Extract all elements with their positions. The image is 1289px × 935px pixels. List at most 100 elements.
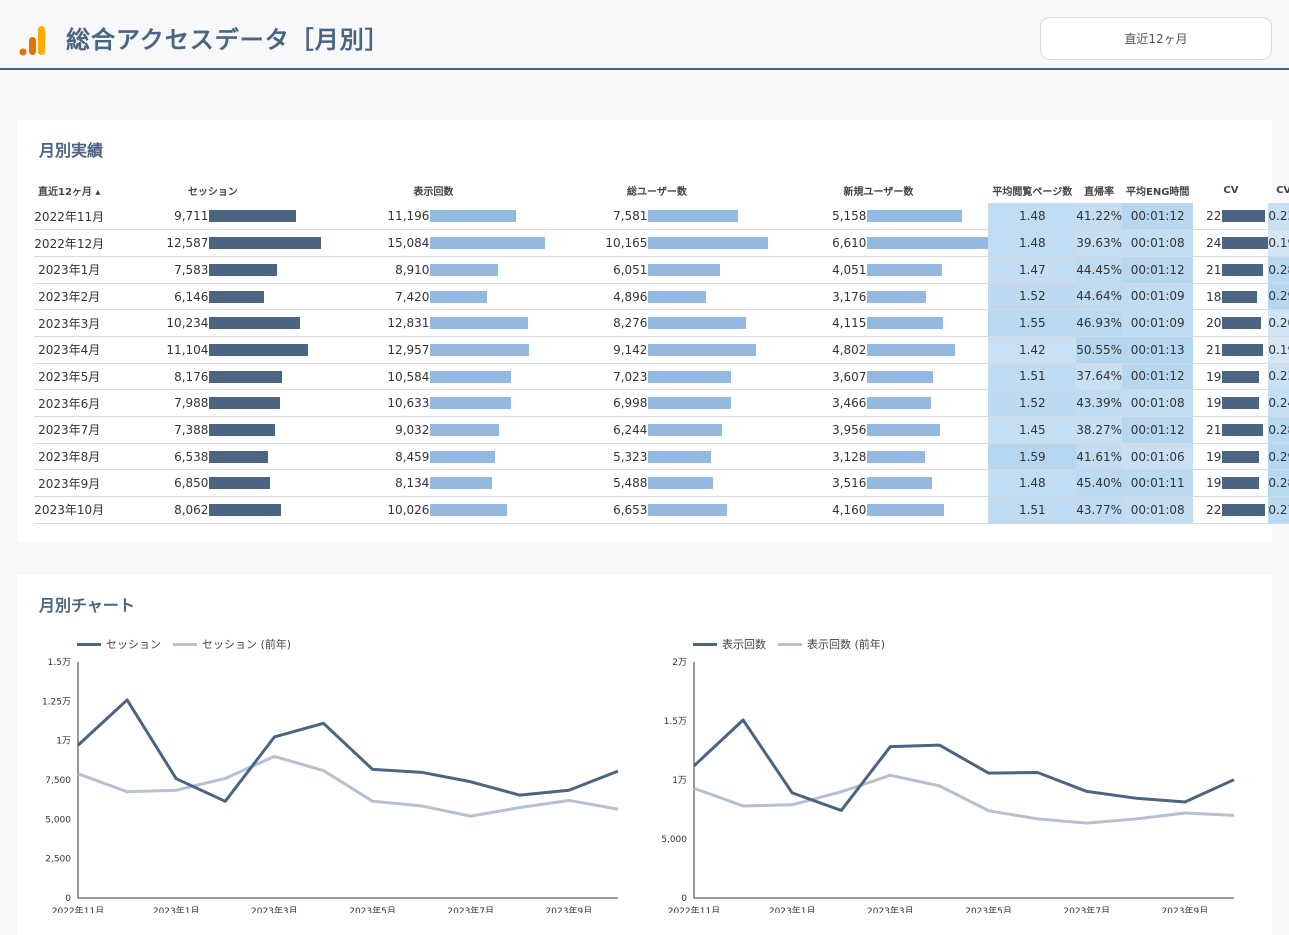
column-header[interactable]: 総ユーザー数 — [627, 187, 687, 198]
bar-cell: 6,146 — [104, 283, 322, 311]
value-bar — [430, 210, 516, 223]
x-tick-label: 2022年11月 — [668, 905, 720, 913]
heatmap-cell: 46.93% — [1076, 309, 1122, 337]
series-line-current[interactable] — [692, 718, 1235, 812]
cell-value: 21 — [1206, 343, 1222, 358]
value-bar — [430, 370, 512, 383]
month-cell: 2023年1月 — [34, 256, 105, 284]
legend-label: 表示回数 — [722, 638, 766, 651]
heatmap-cell: 00:01:12 — [1122, 256, 1194, 284]
value-bar — [867, 477, 932, 490]
bar-cell: 7,420 — [321, 283, 546, 311]
table-row[interactable]: 2023年2月 6,146 7,420 4,896 3,176 1.52 44.64% 00:… — [34, 283, 1289, 311]
table-row[interactable]: 2023年6月 7,988 10,633 6,998 3,466 1.52 43.39% 00… — [34, 389, 1289, 417]
cell-value: 11,196 — [387, 209, 430, 224]
series-line-current[interactable] — [76, 698, 619, 803]
bar-cell: 8,459 — [321, 443, 546, 471]
bar-cell: 9,032 — [321, 416, 546, 444]
monthly-chart-title: 月別チャート — [39, 596, 135, 615]
column-header[interactable]: 新規ユーザー数 — [843, 187, 914, 198]
legend-label: 表示回数 (前年) — [807, 638, 886, 651]
cell-value: 19 — [1206, 476, 1222, 491]
table-row[interactable]: 2022年11月 9,711 11,196 7,581 5,158 1.48 41.22% 0… — [34, 203, 1289, 231]
table-row[interactable]: 2023年8月 6,538 8,459 5,323 3,128 1.59 41.61% 00:… — [34, 443, 1289, 471]
y-tick-label: 7,500 — [45, 776, 71, 786]
cell-value: 12,831 — [387, 316, 430, 331]
column-header[interactable]: 表示回数 — [413, 187, 454, 198]
column-header[interactable]: セッション — [187, 187, 238, 198]
x-tick-label: 2023年7月 — [447, 905, 494, 913]
value-bar — [867, 370, 934, 383]
value-bar — [648, 344, 757, 357]
value-bar — [1222, 317, 1261, 330]
bar-cell: 6,051 — [545, 256, 769, 284]
heatmap-cell: 1.45 — [988, 416, 1077, 444]
value-bar — [1222, 344, 1263, 357]
table-row[interactable]: 2023年3月 10,234 12,831 8,276 4,115 1.55 46.93% 0… — [34, 309, 1289, 337]
cell-value: 6,610 — [832, 236, 867, 251]
value-bar — [867, 210, 962, 223]
y-tick-label: 2万 — [672, 658, 687, 668]
table-row[interactable]: 2023年10月 8,062 10,026 6,653 4,160 1.51 43.77% 0… — [34, 496, 1289, 524]
cell-value: 6,850 — [174, 476, 209, 491]
legend-item: 表示回数 (前年) — [778, 636, 885, 652]
cell-value: 20 — [1206, 316, 1222, 331]
column-header[interactable]: 直帰率 — [1084, 187, 1115, 198]
cell-value: 6,146 — [174, 289, 209, 304]
heatmap-cell: 0.20% — [1268, 309, 1289, 337]
cell-value: 4,115 — [832, 316, 867, 331]
value-bar — [1222, 237, 1269, 250]
heatmap-cell: 1.52 — [988, 389, 1077, 417]
column-header[interactable]: 直近12ヶ月 ▴ — [38, 187, 101, 198]
column-header[interactable]: CV — [1223, 185, 1239, 196]
heatmap-cell: 1.48 — [988, 229, 1077, 257]
table-row[interactable]: 2023年1月 7,583 8,910 6,051 4,051 1.47 44.45% 00:… — [34, 256, 1289, 284]
bar-cell: 3,466 — [768, 389, 989, 417]
bar-cell: 11,104 — [104, 336, 322, 364]
series-line-previous-year[interactable] — [77, 754, 619, 818]
value-bar — [209, 504, 282, 517]
cell-value: 21 — [1206, 423, 1222, 438]
bar-cell: 3,607 — [768, 363, 989, 391]
heatmap-cell: 38.27% — [1076, 416, 1122, 444]
bar-cell: 3,128 — [768, 443, 989, 471]
value-bar — [867, 397, 931, 410]
value-bar — [648, 290, 707, 303]
y-tick-label: 1万 — [672, 776, 687, 786]
column-header[interactable]: 平均ENG時間 — [1126, 187, 1190, 198]
table-row[interactable]: 2022年12月 12,587 15,084 10,165 6,610 1.48 39.63… — [34, 229, 1289, 257]
bar-cell: 4,115 — [768, 309, 989, 337]
heatmap-cell: 1.52 — [988, 283, 1077, 311]
table-row[interactable]: 2023年9月 6,850 8,134 5,488 3,516 1.48 45.40% 00:… — [34, 469, 1289, 498]
x-tick-label: 2023年7月 — [1063, 905, 1110, 913]
column-header[interactable]: CVR — [1276, 185, 1289, 196]
table-row[interactable]: 2023年7月 7,388 9,032 6,244 3,956 1.45 38.27% 00:… — [34, 416, 1289, 444]
bar-cell: 22 — [1193, 496, 1269, 524]
value-bar — [1222, 477, 1259, 490]
series-line-previous-year[interactable] — [693, 773, 1235, 825]
y-tick-label: 2,500 — [45, 855, 71, 865]
bar-cell: 4,160 — [768, 496, 989, 524]
table-row[interactable]: 2023年5月 8,176 10,584 7,023 3,607 1.51 37.64% 00… — [34, 363, 1289, 391]
month-cell: 2023年8月 — [34, 443, 105, 471]
cell-value: 8,910 — [395, 262, 430, 277]
heatmap-cell: 00:01:08 — [1122, 229, 1194, 257]
bar-cell: 3,516 — [768, 469, 989, 498]
date-range-selector[interactable]: 直近12ヶ月 — [1040, 17, 1272, 60]
value-bar — [1222, 504, 1265, 517]
sessions-line-chart: 0 2,500 5,000 7,500 1万 1.25万 1.5万 2022年11月 2023年… — [42, 658, 619, 913]
bar-cell: 6,538 — [104, 443, 322, 471]
column-header[interactable]: 平均閲覧ページ数 — [992, 187, 1073, 198]
bar-cell: 18 — [1193, 283, 1269, 311]
x-tick-label: 2023年1月 — [153, 905, 200, 913]
x-tick-label: 2023年9月 — [546, 905, 593, 913]
bar-cell: 20 — [1193, 309, 1269, 337]
heatmap-cell: 44.64% — [1076, 283, 1122, 311]
heatmap-cell: 0.29% — [1268, 283, 1289, 311]
bar-cell: 6,850 — [104, 469, 322, 498]
bar-cell: 6,610 — [768, 229, 989, 257]
bar-cell: 12,587 — [104, 229, 322, 257]
value-bar — [209, 370, 283, 383]
table-row[interactable]: 2023年4月 11,104 12,957 9,142 4,802 1.42 50.55% 0… — [34, 336, 1289, 364]
heatmap-cell: 43.77% — [1076, 496, 1122, 524]
